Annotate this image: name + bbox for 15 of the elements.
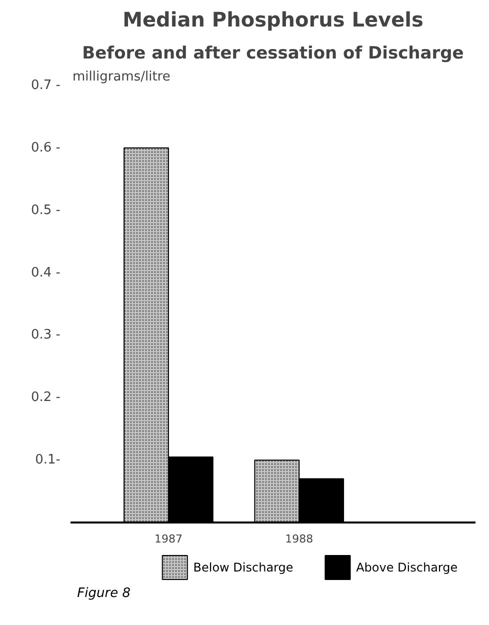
y-tick-label: 0.1- xyxy=(35,452,61,468)
y-tick-label: 0.6 - xyxy=(31,140,61,156)
x-tick-label: 1988 xyxy=(285,532,314,546)
y-tick-label: 0.4 - xyxy=(31,265,61,280)
x-tick-label: 1987 xyxy=(154,532,182,546)
y-tick-label: 0.3 - xyxy=(31,328,61,343)
chart-title: Median Phosphorus Levels xyxy=(122,8,424,32)
chart-subtitle: Before and after cessation of Discharge xyxy=(82,44,464,64)
y-tick-label: 0.7 - xyxy=(31,78,61,93)
y-tick-label: 0.5 - xyxy=(31,202,61,218)
y-tick-label: 0.2 - xyxy=(31,390,61,406)
legend-label: Below Discharge xyxy=(193,560,294,574)
y-axis-title: milligrams/litre xyxy=(72,70,170,84)
caption: Figure 8 xyxy=(77,586,131,601)
legend-label: Above Discharge xyxy=(356,560,458,574)
